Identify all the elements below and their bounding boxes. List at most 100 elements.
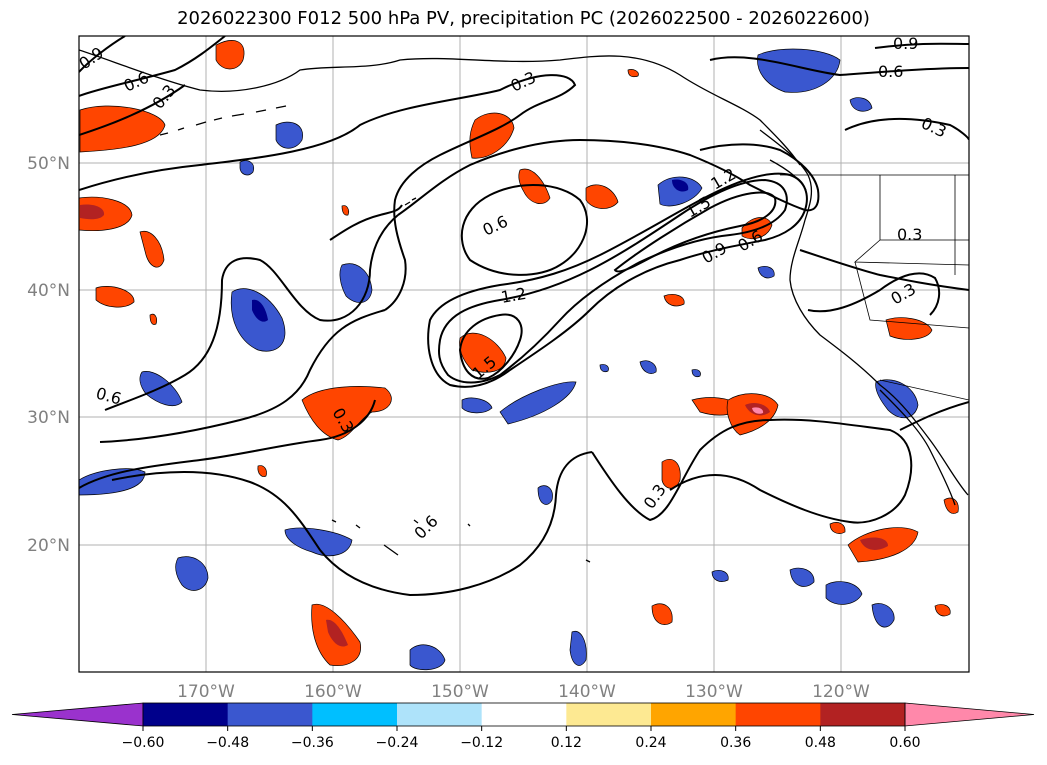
precip-blob — [627, 69, 639, 78]
precip-blob — [149, 313, 157, 325]
colorbar-tick-label: −0.12 — [460, 735, 503, 751]
state-border — [854, 261, 969, 329]
precip-blob — [537, 485, 553, 505]
pv-contour-0.9-north-west — [79, 36, 126, 73]
colorbar-segment — [820, 703, 906, 726]
pv-contour-0.3-south-west — [79, 399, 376, 489]
map-title: 2026022300 F012 500 hPa PV, precipitatio… — [177, 8, 870, 29]
precip-blob — [215, 40, 245, 70]
pv-contour-0.6-north-east — [709, 56, 969, 77]
precip-blob — [757, 48, 841, 93]
colorbar-tick-label: 0.48 — [805, 735, 836, 751]
precip-blob — [639, 360, 657, 374]
colorbar-tick-label: 0.24 — [635, 735, 666, 751]
lon-tick-label: 170°W — [177, 682, 235, 702]
contour-label: 0.3 — [897, 225, 922, 244]
small-islands — [404, 197, 591, 563]
precip-blob — [651, 603, 673, 625]
colorbar-tick-label: −0.36 — [291, 735, 334, 751]
alaska-coast — [79, 49, 801, 166]
colorbar-segment — [651, 703, 737, 726]
pv-contour-0.6-inner-loop — [460, 183, 589, 276]
colorbar-segment — [566, 703, 652, 726]
precip-blob — [341, 205, 349, 216]
pv-contour-0.9-central — [427, 172, 808, 388]
colorbar-tick-label: 0.12 — [551, 735, 582, 751]
colorbar-segment — [397, 703, 483, 726]
pv-contour-0.6-central — [397, 138, 820, 216]
precip-blob — [284, 527, 353, 557]
pv-contour-0.3-large-east — [79, 74, 577, 311]
pv-contour-0.3-south-central — [591, 418, 913, 524]
pv-contour-0.3-east-south — [899, 401, 969, 431]
precip-blob — [672, 179, 689, 192]
precip-blob — [518, 168, 551, 205]
precip-blob — [661, 458, 681, 489]
pv-contour-0.3-north-west — [79, 84, 186, 136]
colorbar-segment — [735, 703, 821, 726]
precip-blob — [663, 294, 685, 307]
pv-contour-1.5-inner — [458, 313, 523, 380]
colorbar-segment — [227, 703, 313, 726]
precip-blob — [239, 160, 254, 176]
precip-blob — [825, 581, 863, 605]
aleutians — [159, 105, 287, 136]
colorbar-segment — [312, 703, 398, 726]
precip-blob — [257, 465, 267, 477]
pv-contour-0.6-south — [111, 451, 593, 597]
precip-blob — [657, 176, 703, 207]
pv-contour-0.3-east-coast-b — [807, 272, 941, 316]
lon-tick-label: 160°W — [304, 682, 362, 702]
precip-blob — [849, 97, 873, 112]
precip-blob — [789, 567, 815, 587]
precip-blob — [326, 619, 348, 647]
precip-blob — [139, 230, 165, 268]
pv-contour-0.3-west-loop — [99, 309, 386, 443]
precip-blob — [691, 369, 701, 378]
colorbar-frame — [142, 702, 906, 727]
precip-blob — [599, 364, 609, 373]
pv-contour-0.9-north-east — [874, 42, 969, 49]
precip-blob — [95, 286, 135, 308]
precip-blob — [829, 522, 846, 534]
precip-blob — [752, 407, 764, 414]
pv-contour-0.3-north-east — [844, 118, 969, 141]
precip-blob — [79, 468, 146, 496]
precip-blob — [871, 603, 895, 628]
precip-blob — [757, 266, 775, 279]
hawaii-islands — [331, 519, 419, 556]
precip-blob — [585, 184, 619, 209]
precip-blob — [252, 299, 268, 322]
precip-blob — [79, 105, 166, 153]
precip-blob — [934, 604, 951, 617]
lat-tick-labels: 50°N 40°N 30°N 20°N — [27, 154, 70, 556]
precip-blob — [885, 317, 933, 340]
colorbar-tick-label: 0.36 — [720, 735, 751, 751]
map-plot-area — [79, 36, 969, 672]
precip-blob — [711, 570, 729, 582]
colorbar-segment — [143, 703, 229, 726]
lat-tick-label: 40°N — [27, 281, 70, 301]
lon-tick-label: 120°W — [812, 682, 870, 702]
lon-tick-label: 140°W — [558, 682, 616, 702]
map-frame — [78, 35, 970, 673]
precip-blob — [409, 644, 446, 671]
us-west-coast — [789, 219, 969, 496]
colorbar-tick-label: −0.24 — [376, 735, 419, 751]
pv-contour-0.6-west — [104, 214, 399, 411]
colorbar: −0.60 −0.48 −0.36 −0.24 −0.12 0.12 0.24 0.36 0.4… — [11, 702, 1035, 751]
lat-tick-label: 20°N — [27, 536, 70, 556]
pv-contours — [79, 36, 969, 597]
lon-tick-labels: 170°W 160°W 150°W 140°W 130°W 120°W — [177, 682, 870, 702]
colorbar-extend-low — [11, 702, 144, 727]
precip-blob — [860, 537, 888, 550]
precip-blob — [569, 630, 587, 666]
precip-blob — [499, 381, 577, 425]
lon-tick-label: 150°W — [431, 682, 489, 702]
precip-blob — [461, 397, 493, 414]
colorbar-tick-label: −0.48 — [206, 735, 249, 751]
colorbar-segment — [481, 703, 567, 726]
pv-contour-1.5-east — [613, 191, 777, 273]
colorbar-tick-label: 0.60 — [889, 735, 920, 751]
us-mexico-border — [879, 379, 969, 401]
